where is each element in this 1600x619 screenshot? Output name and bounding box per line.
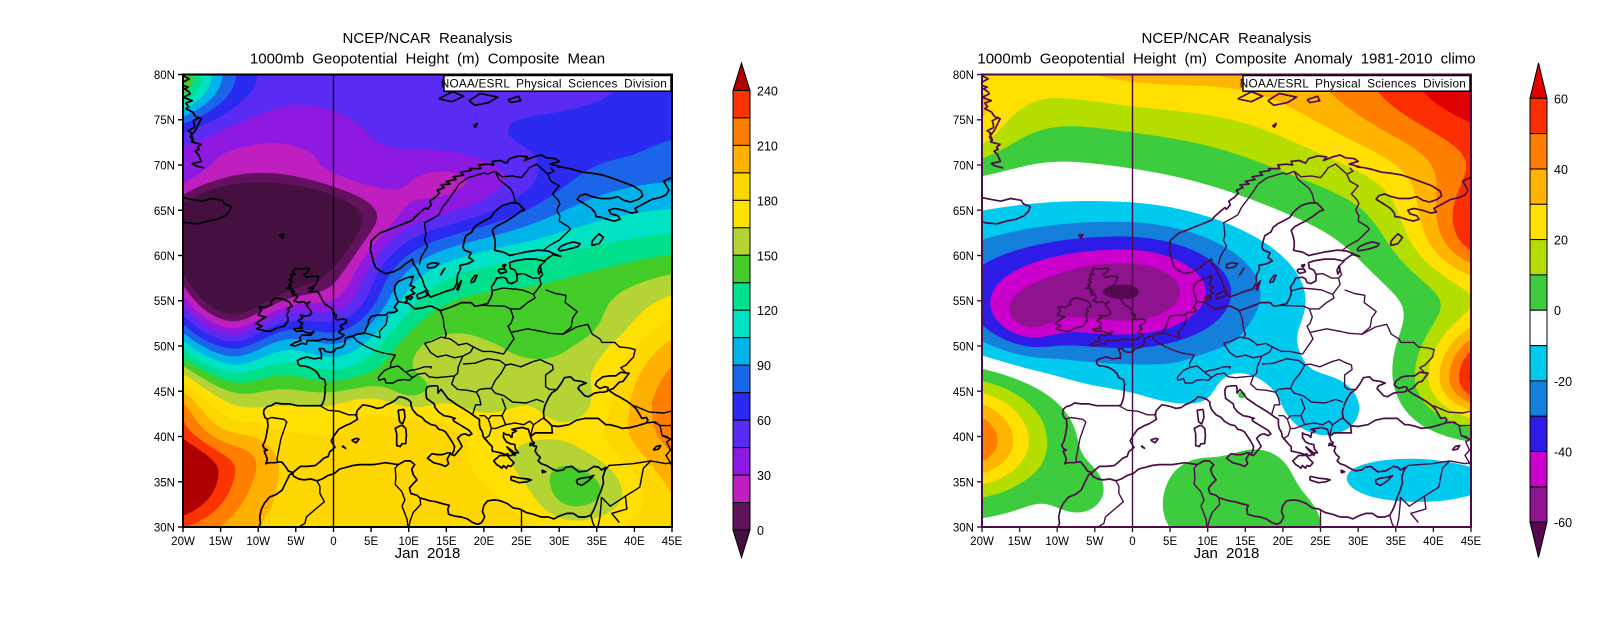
svg-text:80N: 80N	[953, 70, 974, 82]
svg-text:0: 0	[1129, 536, 1135, 548]
svg-text:45E: 45E	[662, 536, 683, 548]
svg-text:40N: 40N	[154, 432, 175, 444]
svg-text:10E: 10E	[1197, 536, 1218, 548]
svg-text:5E: 5E	[1163, 536, 1177, 548]
svg-text:Jan 2018: Jan 2018	[395, 545, 461, 562]
svg-text:10W: 10W	[1045, 536, 1069, 548]
svg-text:20W: 20W	[970, 536, 994, 548]
svg-text:35N: 35N	[953, 477, 974, 489]
svg-text:NOAA/ESRL Physical Sciences Di: NOAA/ESRL Physical Sciences Division	[1240, 77, 1466, 91]
svg-text:10W: 10W	[246, 536, 270, 548]
svg-text:65N: 65N	[953, 206, 974, 218]
svg-text:60: 60	[1554, 92, 1568, 106]
svg-text:35N: 35N	[154, 477, 175, 489]
svg-text:20W: 20W	[171, 536, 195, 548]
svg-text:20E: 20E	[474, 536, 495, 548]
svg-text:20: 20	[1554, 234, 1568, 248]
svg-text:60N: 60N	[953, 251, 974, 263]
svg-text:65N: 65N	[154, 206, 175, 218]
svg-text:NOAA/ESRL Physical Sciences Di: NOAA/ESRL Physical Sciences Division	[441, 77, 667, 91]
svg-text:50N: 50N	[953, 342, 974, 354]
svg-text:0: 0	[1554, 304, 1561, 318]
svg-text:45N: 45N	[154, 387, 175, 399]
svg-text:NCEP/NCAR Reanalysis: NCEP/NCAR Reanalysis	[1142, 30, 1312, 47]
svg-text:150: 150	[757, 249, 778, 263]
svg-text:5W: 5W	[287, 536, 304, 548]
svg-text:210: 210	[757, 139, 778, 153]
svg-text:0: 0	[757, 524, 764, 538]
svg-text:-40: -40	[1554, 446, 1572, 460]
svg-text:5E: 5E	[364, 536, 378, 548]
svg-text:60N: 60N	[154, 251, 175, 263]
svg-text:50N: 50N	[154, 342, 175, 354]
svg-text:80N: 80N	[154, 70, 175, 82]
svg-text:15E: 15E	[1235, 536, 1256, 548]
svg-text:NCEP/NCAR Reanalysis: NCEP/NCAR Reanalysis	[343, 30, 513, 47]
svg-text:15W: 15W	[209, 536, 233, 548]
svg-text:40E: 40E	[624, 536, 645, 548]
svg-text:40E: 40E	[1423, 536, 1444, 548]
svg-text:75N: 75N	[154, 115, 175, 127]
svg-text:40N: 40N	[953, 432, 974, 444]
svg-text:30E: 30E	[549, 536, 570, 548]
svg-text:30E: 30E	[1348, 536, 1369, 548]
svg-text:45N: 45N	[953, 387, 974, 399]
svg-text:25E: 25E	[511, 536, 532, 548]
svg-text:60: 60	[757, 414, 771, 428]
svg-text:30: 30	[757, 469, 771, 483]
svg-text:15W: 15W	[1008, 536, 1032, 548]
svg-text:Jan 2018: Jan 2018	[1194, 545, 1260, 562]
svg-text:70N: 70N	[953, 161, 974, 173]
svg-text:-20: -20	[1554, 375, 1572, 389]
svg-text:70N: 70N	[154, 161, 175, 173]
svg-text:55N: 55N	[154, 296, 175, 308]
svg-text:25E: 25E	[1310, 536, 1331, 548]
svg-text:55N: 55N	[953, 296, 974, 308]
svg-text:15E: 15E	[436, 536, 457, 548]
svg-text:0: 0	[330, 536, 336, 548]
svg-text:30N: 30N	[953, 523, 974, 535]
svg-text:240: 240	[757, 85, 778, 99]
svg-text:75N: 75N	[953, 115, 974, 127]
svg-text:90: 90	[757, 359, 771, 373]
svg-text:35E: 35E	[1386, 536, 1407, 548]
svg-text:5W: 5W	[1086, 536, 1103, 548]
svg-text:45E: 45E	[1461, 536, 1482, 548]
svg-text:20E: 20E	[1273, 536, 1294, 548]
svg-text:40: 40	[1554, 163, 1568, 177]
svg-text:30N: 30N	[154, 523, 175, 535]
svg-text:-60: -60	[1554, 516, 1572, 530]
svg-text:1000mb Geopotential Height (m): 1000mb Geopotential Height (m) Composite…	[977, 51, 1475, 68]
svg-text:1000mb Geopotential Height (m): 1000mb Geopotential Height (m) Composite…	[250, 51, 605, 68]
svg-text:180: 180	[757, 194, 778, 208]
svg-text:35E: 35E	[587, 536, 608, 548]
svg-text:10E: 10E	[398, 536, 419, 548]
svg-text:120: 120	[757, 304, 778, 318]
